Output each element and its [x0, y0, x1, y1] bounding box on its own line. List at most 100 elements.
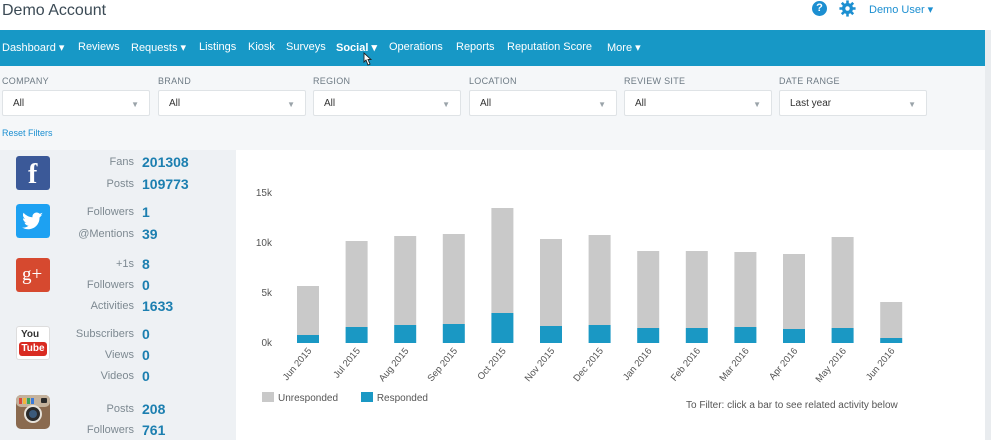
twitter-followers-value: 1: [142, 204, 150, 220]
x-tick-label: Oct 2015: [475, 346, 508, 383]
filter-date-range: DATE RANGE Last year ▼: [779, 76, 927, 116]
googleplus-followers-value: 0: [142, 277, 150, 293]
instagram-posts-value: 208: [142, 401, 166, 417]
bar-nov-2015[interactable]: [540, 239, 562, 343]
bar-segment-responded[interactable]: [637, 328, 660, 343]
bar-segment-responded[interactable]: [491, 313, 514, 343]
x-tick-label: May 2016: [814, 346, 849, 385]
twitter-mentions-value: 39: [142, 226, 158, 242]
legend-responded[interactable]: Responded: [360, 392, 428, 404]
bar-segment-unresponded[interactable]: [831, 237, 854, 328]
filter-company: COMPANY All ▼: [2, 76, 150, 116]
filter-bar: Reset Filters COMPANY All ▼ BRAND All ▼ REGION…: [0, 66, 991, 150]
nav-item-social[interactable]: Social ▾: [336, 42, 377, 54]
bar-segment-unresponded[interactable]: [297, 286, 319, 335]
bar-mar-2016[interactable]: [734, 252, 757, 343]
gear-icon[interactable]: [839, 0, 856, 17]
instagram-followers-value: 761: [142, 422, 166, 438]
bar-segment-responded[interactable]: [588, 325, 611, 343]
x-tick-label: Feb 2016: [669, 346, 703, 384]
y-tick-label: 5k: [261, 288, 273, 299]
facebook-posts-label: Posts: [106, 178, 134, 190]
youtube-subscribers-label: Subscribers: [75, 328, 134, 340]
bar-jan-2016[interactable]: [637, 251, 660, 343]
chevron-down-icon: ▼: [908, 100, 916, 109]
bar-apr-2016[interactable]: [783, 254, 805, 343]
filter-selected-value: All: [480, 98, 492, 109]
bar-segment-unresponded[interactable]: [491, 208, 514, 313]
page-scrollbar[interactable]: [985, 30, 991, 440]
filter-select-date-range[interactable]: Last year ▼: [779, 90, 927, 116]
twitter-logo-icon: [16, 204, 50, 238]
bar-segment-unresponded[interactable]: [783, 254, 805, 329]
user-menu[interactable]: Demo User ▾: [869, 4, 934, 16]
nav-item-operations[interactable]: Operations: [389, 41, 443, 53]
nav-item-reputation-score[interactable]: Reputation Score: [507, 41, 592, 53]
legend-unresponded[interactable]: Unresponded: [262, 392, 338, 404]
googleplus-followers-label: Followers: [86, 279, 134, 291]
bar-segment-responded[interactable]: [685, 328, 708, 343]
nav-item-reports[interactable]: Reports: [456, 41, 495, 53]
bar-jun-2015[interactable]: [297, 286, 319, 343]
help-icon[interactable]: ?: [812, 1, 827, 16]
bar-segment-unresponded[interactable]: [685, 251, 708, 328]
bar-segment-unresponded[interactable]: [880, 302, 903, 338]
legend-label-responded: Responded: [376, 393, 428, 404]
bar-sep-2015[interactable]: [442, 234, 465, 343]
legend-swatch-responded: [360, 392, 373, 402]
nav-item-kiosk[interactable]: Kiosk: [248, 41, 275, 53]
googleplus-logo-icon: g+: [16, 258, 50, 292]
bar-segment-unresponded[interactable]: [734, 252, 757, 327]
bar-segment-unresponded[interactable]: [588, 235, 611, 325]
nav-item-requests[interactable]: Requests ▾: [131, 42, 187, 54]
bar-segment-unresponded[interactable]: [442, 234, 465, 324]
bar-jul-2015[interactable]: [345, 241, 368, 343]
bar-oct-2015[interactable]: [491, 208, 514, 343]
bar-jun-2016[interactable]: [880, 302, 903, 343]
googleplus-logo-text: g+: [22, 264, 43, 285]
nav-item-dashboard[interactable]: Dashboard ▾: [2, 42, 65, 54]
bar-segment-responded[interactable]: [783, 329, 805, 343]
youtube-videos-label: Videos: [100, 370, 134, 382]
youtube-views-value: 0: [142, 347, 150, 363]
filter-brand: BRAND All ▼: [158, 76, 306, 116]
y-tick-label: 10k: [256, 238, 273, 249]
nav-item-surveys[interactable]: Surveys: [286, 41, 326, 53]
filter-select-region[interactable]: All ▼: [313, 90, 461, 116]
filter-select-review-site[interactable]: All ▼: [624, 90, 772, 116]
bar-segment-responded[interactable]: [442, 324, 465, 343]
bar-segment-responded[interactable]: [880, 338, 903, 343]
bar-segment-unresponded[interactable]: [345, 241, 368, 327]
googleplus-plus1-label: +1s: [115, 258, 134, 270]
x-tick-label: Aug 2015: [377, 346, 412, 384]
filter-select-brand[interactable]: All ▼: [158, 90, 306, 116]
main-nav: Dashboard ▾ Reviews Requests ▾ Listings Kios…: [0, 30, 991, 66]
bar-segment-unresponded[interactable]: [637, 251, 660, 328]
bar-segment-responded[interactable]: [345, 327, 368, 343]
filter-selected-value: All: [13, 98, 25, 109]
nav-item-more[interactable]: More ▾: [607, 42, 641, 54]
filter-selected-value: All: [169, 98, 181, 109]
filter-select-company[interactable]: All ▼: [2, 90, 150, 116]
filter-location: LOCATION All ▼: [469, 76, 617, 116]
filter-selected-value: Last year: [790, 98, 832, 109]
bar-segment-responded[interactable]: [394, 325, 417, 343]
nav-item-listings[interactable]: Listings: [199, 41, 237, 53]
filter-selected-value: All: [324, 98, 336, 109]
facebook-logo-icon: f: [16, 156, 50, 190]
filter-select-location[interactable]: All ▼: [469, 90, 617, 116]
bar-segment-responded[interactable]: [297, 335, 319, 343]
bar-segment-responded[interactable]: [540, 326, 562, 343]
bar-segment-unresponded[interactable]: [540, 239, 562, 326]
filter-label: COMPANY: [2, 76, 49, 86]
responses-chart: 15k 10k 5k 0k Jun 2015 Jul 2015 Aug 2015 Sep 20…: [236, 150, 991, 440]
nav-item-reviews[interactable]: Reviews: [78, 41, 120, 53]
bar-segment-responded[interactable]: [734, 327, 757, 343]
bar-aug-2015[interactable]: [394, 236, 417, 343]
bar-segment-responded[interactable]: [831, 328, 854, 343]
reset-filters-link[interactable]: Reset Filters: [2, 128, 53, 138]
bar-feb-2016[interactable]: [685, 251, 708, 343]
bar-segment-unresponded[interactable]: [394, 236, 417, 325]
bar-dec-2015[interactable]: [588, 235, 611, 343]
bar-may-2016[interactable]: [831, 237, 854, 343]
